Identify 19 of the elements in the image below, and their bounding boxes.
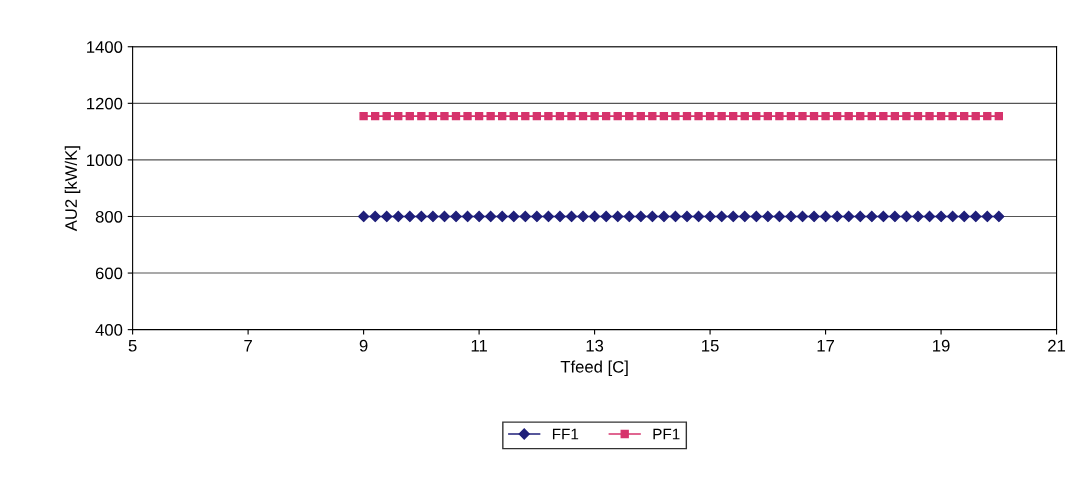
- x-tick-label: 15: [702, 339, 719, 352]
- y-tick-label: 1200: [87, 97, 123, 110]
- y-tick-label: 800: [95, 210, 123, 223]
- x-tick-label: 5: [128, 339, 137, 352]
- legend-label: FF1: [552, 428, 579, 440]
- legend-label: PF1: [653, 428, 680, 440]
- x-tick-label: 7: [244, 339, 252, 352]
- y-tick-label: 600: [95, 267, 123, 280]
- x-tick-label: 9: [359, 339, 368, 352]
- x-tick-label: 11: [471, 339, 487, 352]
- x-tick-label: 13: [586, 339, 604, 352]
- x-axis-title: Tfeed [C]: [560, 360, 628, 376]
- y-axis-title: AU2 [kW/K]: [64, 146, 81, 232]
- x-tick-label: 19: [933, 339, 950, 352]
- y-tick-label: 400: [95, 324, 123, 336]
- y-tick-label: 1000: [87, 154, 123, 167]
- x-tick-label: 17: [817, 339, 835, 352]
- x-tick-label: 21: [1048, 339, 1066, 352]
- y-tick-label: 1400: [87, 41, 123, 53]
